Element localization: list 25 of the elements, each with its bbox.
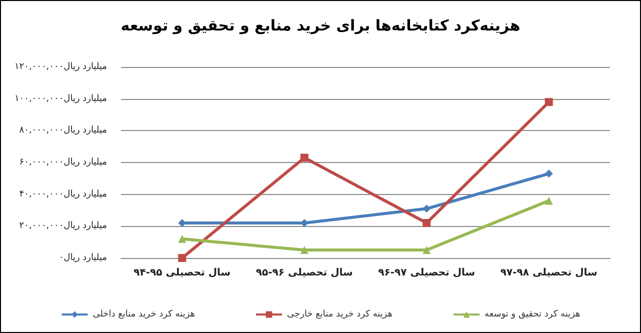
x-tick-label: سال تحصیلی ۹۵-۹۴: [134, 268, 231, 278]
x-tick-label: سال تحصیلی ۹۷-۹۶: [378, 268, 476, 278]
legend-label: هزینه کرد تحقیق و توسعه: [484, 310, 581, 320]
chart-title: هزینه‌کرد کتابخانه‌ها برای خرید منابع و تحقیق و توسعه: [120, 16, 520, 34]
legend-label: هزینه کرد خرید منابع داخلی: [92, 310, 196, 320]
point: [544, 196, 553, 205]
point: [178, 234, 186, 243]
y-tick-label: ۰میلیارد ریال: [58, 253, 108, 263]
point: [422, 246, 431, 254]
point: [544, 170, 553, 178]
point: [178, 254, 186, 262]
point: [544, 98, 553, 106]
point: [300, 246, 308, 254]
y-tick-label: ۶۰,۰۰۰,۰۰۰میلیارد ریال: [19, 158, 108, 168]
y-tick-label: ۲۰,۰۰۰,۰۰۰میلیارد ریال: [19, 221, 108, 232]
x-tick-label: سال تحصیلی ۹۶-۹۵: [256, 268, 353, 278]
y-tick-label: ۱۰۰,۰۰۰,۰۰۰میلیارد ریال: [14, 94, 108, 104]
point: [422, 204, 431, 213]
y-tick-label: ۸۰,۰۰۰,۰۰۰میلیارد ریال: [19, 126, 108, 136]
x-tick-label: سال تحصیلی ۹۸-۹۷: [500, 268, 598, 278]
point: [300, 154, 308, 162]
y-tick-label: ۴۰,۰۰۰,۰۰۰میلیارد ریال: [19, 189, 108, 200]
y-tick-label: ۱۲۰,۰۰۰,۰۰۰میلیارد ریال: [14, 62, 108, 72]
legend-label: هزینه کرد خرید منابع خارجی: [287, 310, 393, 320]
point: [422, 218, 431, 227]
